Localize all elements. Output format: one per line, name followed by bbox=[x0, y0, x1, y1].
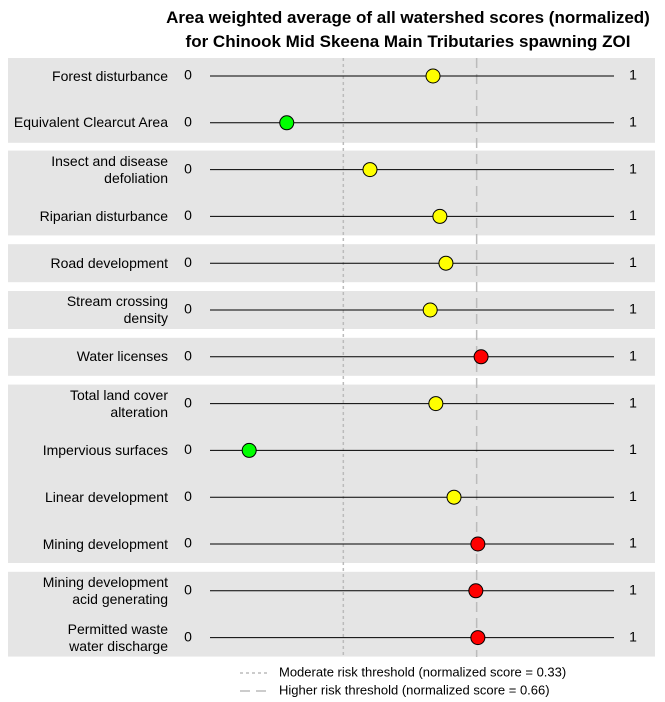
legend-label: Moderate risk threshold (normalized scor… bbox=[279, 664, 566, 679]
dot bbox=[422, 302, 438, 318]
x-min-label: 0 bbox=[184, 67, 192, 83]
x-max-label: 1 bbox=[629, 348, 637, 364]
x-max-label: 1 bbox=[629, 394, 637, 410]
x-min-label: 0 bbox=[184, 394, 192, 410]
x-max-label: 1 bbox=[629, 301, 637, 317]
dot bbox=[428, 396, 444, 412]
x-max-label: 1 bbox=[629, 628, 637, 644]
x-min-label: 0 bbox=[184, 160, 192, 176]
x-max-label: 1 bbox=[629, 67, 637, 83]
category-label: Mining development bbox=[42, 535, 168, 552]
dot bbox=[438, 255, 454, 271]
category-label: Insect and disease defoliation bbox=[51, 152, 168, 186]
x-max-label: 1 bbox=[629, 582, 637, 598]
category-label: Equivalent Clearcut Area bbox=[13, 114, 168, 131]
dot bbox=[432, 208, 448, 224]
x-min-label: 0 bbox=[184, 301, 192, 317]
x-min-label: 0 bbox=[184, 114, 192, 130]
x-min-label: 0 bbox=[184, 441, 192, 457]
x-max-label: 1 bbox=[629, 535, 637, 551]
group-band bbox=[8, 150, 655, 236]
category-label: Road development bbox=[50, 254, 168, 271]
category-label: Water licenses bbox=[76, 348, 168, 365]
x-min-label: 0 bbox=[184, 582, 192, 598]
category-label: Stream crossing density bbox=[66, 293, 168, 326]
x-max-label: 1 bbox=[629, 254, 637, 270]
group-band bbox=[8, 571, 655, 657]
dot bbox=[473, 349, 489, 365]
dot bbox=[470, 630, 486, 646]
category-label: Forest disturbance bbox=[52, 67, 168, 84]
legend-label: Higher risk threshold (normalized score … bbox=[279, 682, 550, 697]
dot bbox=[470, 536, 486, 552]
x-max-label: 1 bbox=[629, 488, 637, 504]
x-min-label: 0 bbox=[184, 628, 192, 644]
category-label: Permitted waste water discharge bbox=[67, 620, 168, 654]
x-max-label: 1 bbox=[629, 207, 637, 223]
dot bbox=[362, 162, 378, 178]
category-label: Linear development bbox=[45, 488, 168, 505]
dot bbox=[468, 583, 484, 599]
x-max-label: 1 bbox=[629, 114, 637, 130]
category-label: Total land cover alteration bbox=[69, 386, 168, 420]
group-band bbox=[8, 58, 655, 143]
group-band bbox=[8, 384, 655, 563]
x-min-label: 0 bbox=[184, 535, 192, 551]
x-min-label: 0 bbox=[184, 254, 192, 270]
chart-title: Area weighted average of all watershed s… bbox=[166, 8, 650, 51]
category-label: Impervious surfaces bbox=[42, 441, 168, 458]
dot bbox=[446, 489, 462, 505]
dot bbox=[425, 68, 441, 84]
category-label: Mining development acid generating bbox=[42, 573, 168, 607]
x-min-label: 0 bbox=[184, 488, 192, 504]
x-min-label: 0 bbox=[184, 207, 192, 223]
dot bbox=[279, 115, 295, 131]
x-max-label: 1 bbox=[629, 441, 637, 457]
dot bbox=[241, 442, 257, 458]
category-label: Riparian disturbance bbox=[39, 207, 168, 224]
x-max-label: 1 bbox=[629, 160, 637, 176]
x-min-label: 0 bbox=[184, 348, 192, 364]
